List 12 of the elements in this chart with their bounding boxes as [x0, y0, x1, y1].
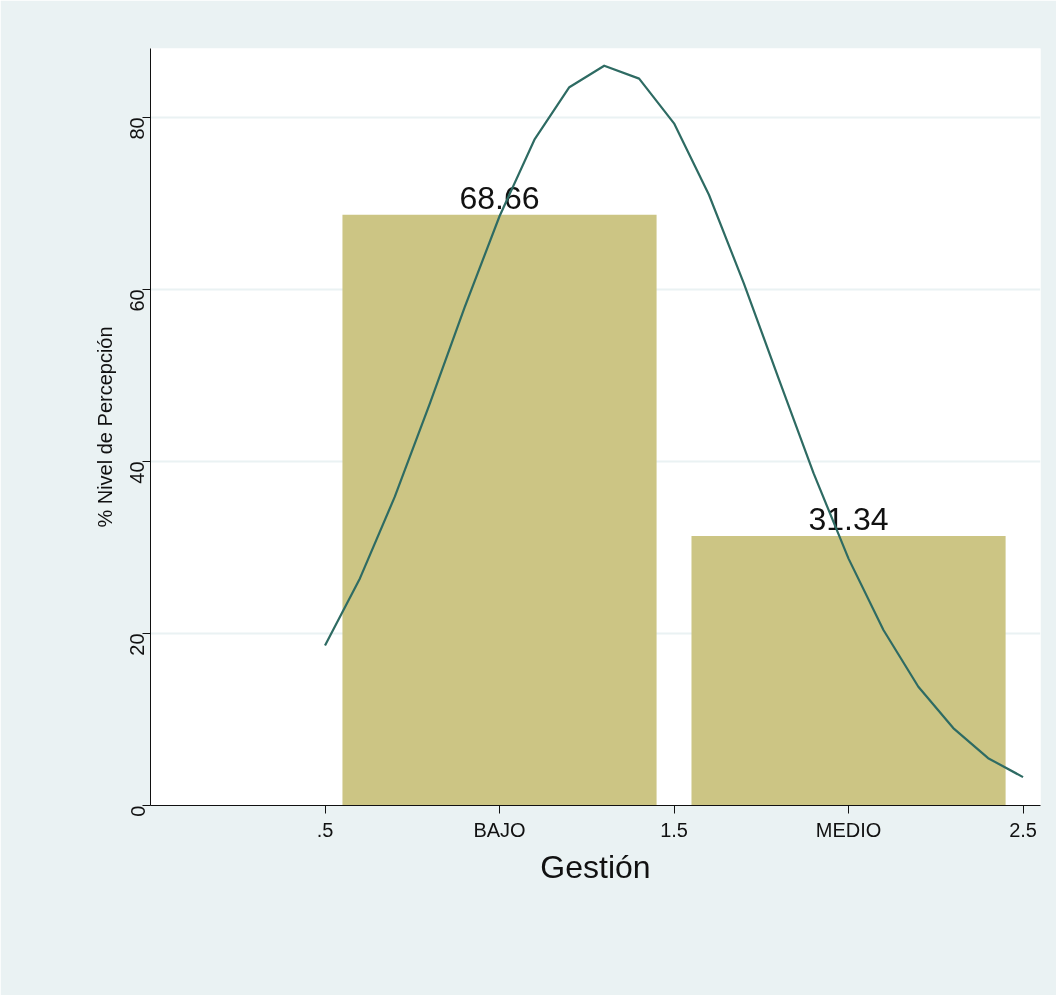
y-tick-label: 60 — [126, 289, 149, 312]
x-tick-label: 2.5 — [1009, 818, 1037, 841]
y-tick-label: 40 — [126, 461, 149, 484]
x-tick-label: .5 — [316, 818, 334, 841]
y-tick-label: 80 — [126, 117, 149, 140]
x-tick-label: MEDIO — [815, 818, 882, 841]
y-axis-title: % Nivel de Percepción — [93, 326, 116, 528]
x-tick-label: 1.5 — [660, 818, 688, 841]
x-axis-title: Gestión — [540, 848, 651, 885]
x-tick-label: BAJO — [473, 818, 526, 841]
y-tick-label: 20 — [126, 633, 149, 656]
y-tick-label: 0 — [126, 805, 149, 817]
